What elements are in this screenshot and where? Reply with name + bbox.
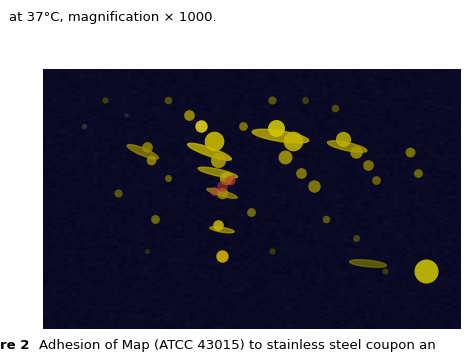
Text: Adhesion of Map (ATCC 43015) to stainless steel coupon an: Adhesion of Map (ATCC 43015) to stainles… (39, 339, 436, 352)
Point (373, 178, 380, 183)
Point (289, 139, 297, 144)
Point (122, 113, 130, 118)
Point (214, 222, 222, 227)
Point (247, 209, 255, 214)
Point (114, 191, 121, 196)
Point (218, 253, 226, 258)
Point (273, 126, 280, 131)
Point (406, 149, 413, 155)
Ellipse shape (328, 141, 367, 152)
Point (322, 217, 330, 222)
Point (152, 217, 159, 222)
Point (364, 162, 372, 168)
Ellipse shape (198, 167, 237, 178)
Point (101, 97, 109, 103)
Point (218, 191, 226, 196)
Point (310, 183, 318, 188)
Point (210, 139, 218, 144)
Point (81, 123, 88, 129)
Point (331, 105, 338, 110)
Ellipse shape (210, 227, 234, 233)
Point (339, 136, 347, 142)
Ellipse shape (349, 260, 386, 267)
Point (239, 123, 246, 129)
Point (381, 269, 389, 274)
Ellipse shape (252, 129, 309, 143)
Point (423, 269, 430, 274)
Point (268, 248, 276, 253)
Point (164, 97, 172, 103)
Point (210, 188, 218, 193)
Point (352, 149, 359, 155)
Point (222, 175, 230, 180)
Point (197, 123, 205, 129)
Ellipse shape (207, 188, 237, 198)
Point (268, 97, 276, 103)
Point (281, 154, 288, 160)
Point (227, 178, 234, 183)
Text: at 37°C, magnification × 1000.: at 37°C, magnification × 1000. (9, 11, 217, 24)
Point (147, 157, 155, 162)
Point (414, 170, 422, 175)
Text: re 2: re 2 (0, 339, 34, 352)
Ellipse shape (188, 143, 231, 160)
Point (301, 97, 309, 103)
Point (214, 157, 222, 162)
Point (164, 175, 172, 180)
Point (143, 144, 151, 149)
Point (218, 183, 226, 188)
Point (185, 113, 192, 118)
Point (352, 235, 359, 240)
Point (143, 248, 151, 253)
Ellipse shape (127, 144, 158, 159)
Point (298, 170, 305, 175)
